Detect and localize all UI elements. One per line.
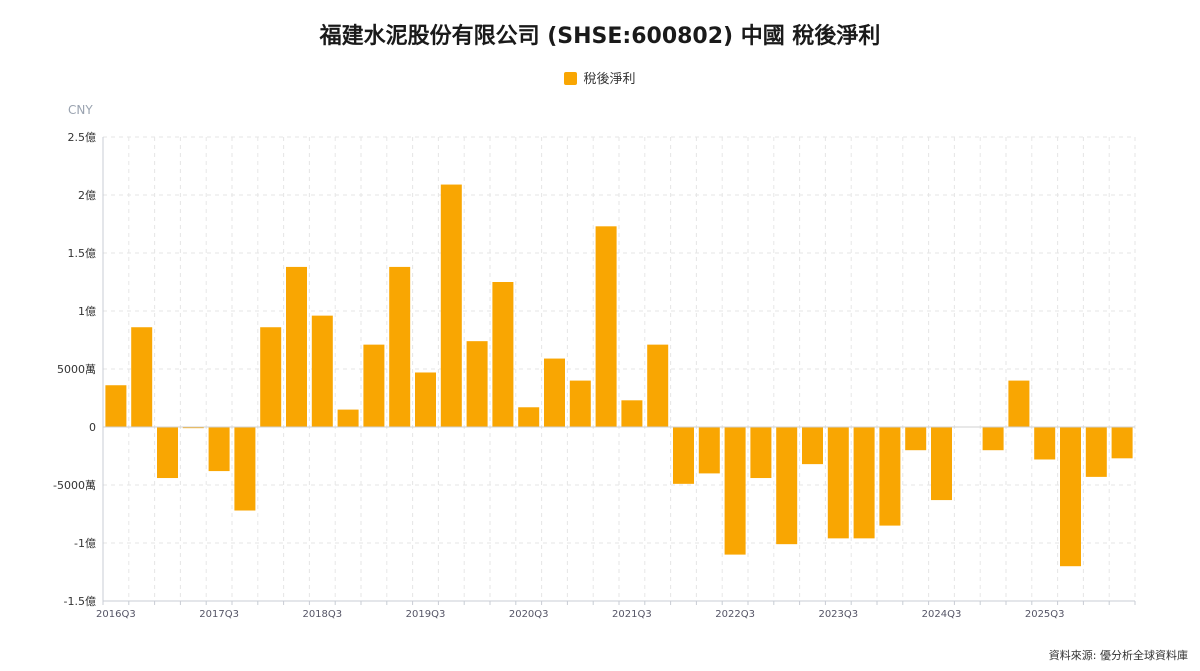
y-tick-label: 1.5億 xyxy=(68,247,97,260)
y-tick-label: 0 xyxy=(89,421,96,434)
bar xyxy=(157,427,178,479)
y-tick-label: -5000萬 xyxy=(53,479,96,492)
y-tick-label: -1億 xyxy=(74,537,96,550)
x-tick-label: 2016Q3 xyxy=(96,609,136,620)
bar xyxy=(311,315,333,427)
bar xyxy=(931,427,952,501)
y-tick-label: 2億 xyxy=(78,189,96,202)
bar xyxy=(698,427,720,474)
chart-legend[interactable]: 稅後淨利 xyxy=(0,68,1200,87)
bar xyxy=(286,266,307,427)
bar xyxy=(724,427,746,555)
bar xyxy=(802,427,823,465)
x-tick-label: 2025Q3 xyxy=(1025,609,1065,620)
x-tick-label: 2024Q3 xyxy=(922,609,962,620)
bar xyxy=(1085,427,1107,477)
bar xyxy=(440,184,462,427)
bar xyxy=(982,427,1004,451)
y-axis-unit-label: CNY xyxy=(68,103,93,117)
bar xyxy=(595,226,617,427)
legend-swatch xyxy=(564,72,578,85)
bar xyxy=(337,409,359,427)
bar xyxy=(234,427,256,511)
bar xyxy=(208,427,230,472)
bar xyxy=(492,282,514,427)
legend-label: 稅後淨利 xyxy=(583,72,636,87)
bar xyxy=(131,327,153,427)
bar xyxy=(827,427,849,539)
bar xyxy=(905,427,927,451)
bar xyxy=(673,427,694,484)
chart-title: 福建水泥股份有限公司 (SHSE:600802) 中國 稅後淨利 xyxy=(319,24,881,49)
x-tick-label: 2022Q3 xyxy=(715,609,755,620)
bar xyxy=(415,372,436,427)
bar xyxy=(389,266,411,427)
bar xyxy=(1008,380,1030,427)
bar xyxy=(363,344,385,427)
source-note: 資料來源: 優分析全球資料庫 xyxy=(1048,649,1188,662)
bar xyxy=(750,427,772,479)
bar xyxy=(518,407,540,427)
x-tick-label: 2021Q3 xyxy=(612,609,652,620)
bar xyxy=(647,344,669,427)
bar xyxy=(544,358,565,427)
bar xyxy=(466,341,488,427)
x-tick-label: 2020Q3 xyxy=(509,609,549,620)
bar xyxy=(182,427,204,429)
bar xyxy=(853,427,875,539)
y-tick-label: 2.5億 xyxy=(68,131,97,144)
bar xyxy=(879,427,901,526)
x-tick-label: 2023Q3 xyxy=(818,609,858,620)
y-tick-label: 1億 xyxy=(78,305,96,318)
bar xyxy=(621,400,643,427)
bar xyxy=(569,380,591,427)
bar xyxy=(260,327,282,427)
bar xyxy=(1034,427,1056,460)
x-tick-label: 2019Q3 xyxy=(406,609,446,620)
y-tick-label: 5000萬 xyxy=(57,363,96,376)
y-tick-label: -1.5億 xyxy=(64,595,96,608)
bar xyxy=(776,427,798,545)
x-tick-label: 2018Q3 xyxy=(302,609,342,620)
bar xyxy=(1111,427,1133,459)
x-tick-label: 2017Q3 xyxy=(199,609,239,620)
bar xyxy=(105,385,127,427)
bar xyxy=(1060,427,1081,567)
